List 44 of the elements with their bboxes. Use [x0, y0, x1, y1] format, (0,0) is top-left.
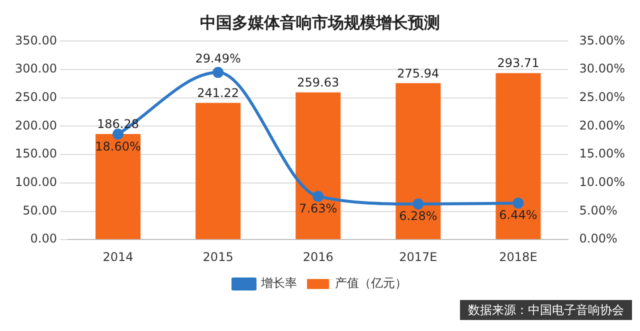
- data-label: 18.60%: [95, 139, 141, 154]
- y2-tick-label: 15.00%: [579, 146, 626, 161]
- y2-tick-label: 35.00%: [579, 33, 626, 48]
- y2-tick-label: 0.00%: [579, 232, 618, 246]
- x-tick-label: 2017E: [399, 250, 438, 264]
- y-tick-label: 350.00: [14, 33, 57, 48]
- data-label: 29.49%: [195, 52, 241, 66]
- x-tick-label: 2016: [302, 250, 334, 264]
- y-tick-label: 200.00: [14, 118, 57, 132]
- y-tick-label: 100.00: [14, 175, 57, 190]
- point: [512, 198, 524, 209]
- y-tick-label: 300.00: [14, 62, 57, 76]
- data-label: 7.63%: [299, 201, 338, 216]
- x-tick-label: 2014: [102, 250, 134, 264]
- data-label: 241.22: [197, 86, 240, 100]
- y2-tick-label: 30.00%: [579, 62, 626, 76]
- data-label: 293.71: [497, 56, 540, 70]
- source-note: 数据来源：中国电子音响协会: [460, 300, 632, 320]
- y-tick-label: 0.00: [30, 232, 57, 246]
- bar: [496, 73, 541, 240]
- data-label: 6.44%: [499, 208, 538, 222]
- data-label: 6.28%: [399, 209, 438, 224]
- bar: [296, 92, 341, 240]
- bar: [96, 134, 141, 240]
- bar: [396, 83, 441, 240]
- data-label: 259.63: [297, 76, 340, 90]
- x-tick-label: 2018E: [499, 250, 538, 264]
- x-tick-label: 2015: [202, 250, 234, 264]
- point: [112, 128, 124, 140]
- chart-title: 中国多媒体音响市场规模增长预测: [200, 12, 440, 32]
- y-tick-label: 50.00: [22, 203, 57, 218]
- bar: [196, 102, 241, 240]
- point: [312, 190, 324, 202]
- y-tick-label: 150.00: [14, 146, 57, 161]
- y2-tick-label: 20.00%: [579, 118, 626, 132]
- y2-tick-label: 5.00%: [579, 203, 618, 218]
- data-label: 275.94: [397, 66, 440, 80]
- legend-label: 增长率: [260, 276, 297, 290]
- legend-label: 产值（亿元）: [335, 276, 407, 290]
- y2-tick-label: 10.00%: [579, 175, 626, 190]
- point: [212, 66, 224, 78]
- point: [412, 198, 424, 210]
- y-tick-label: 250.00: [14, 90, 57, 104]
- y2-tick-label: 25.00%: [579, 90, 626, 104]
